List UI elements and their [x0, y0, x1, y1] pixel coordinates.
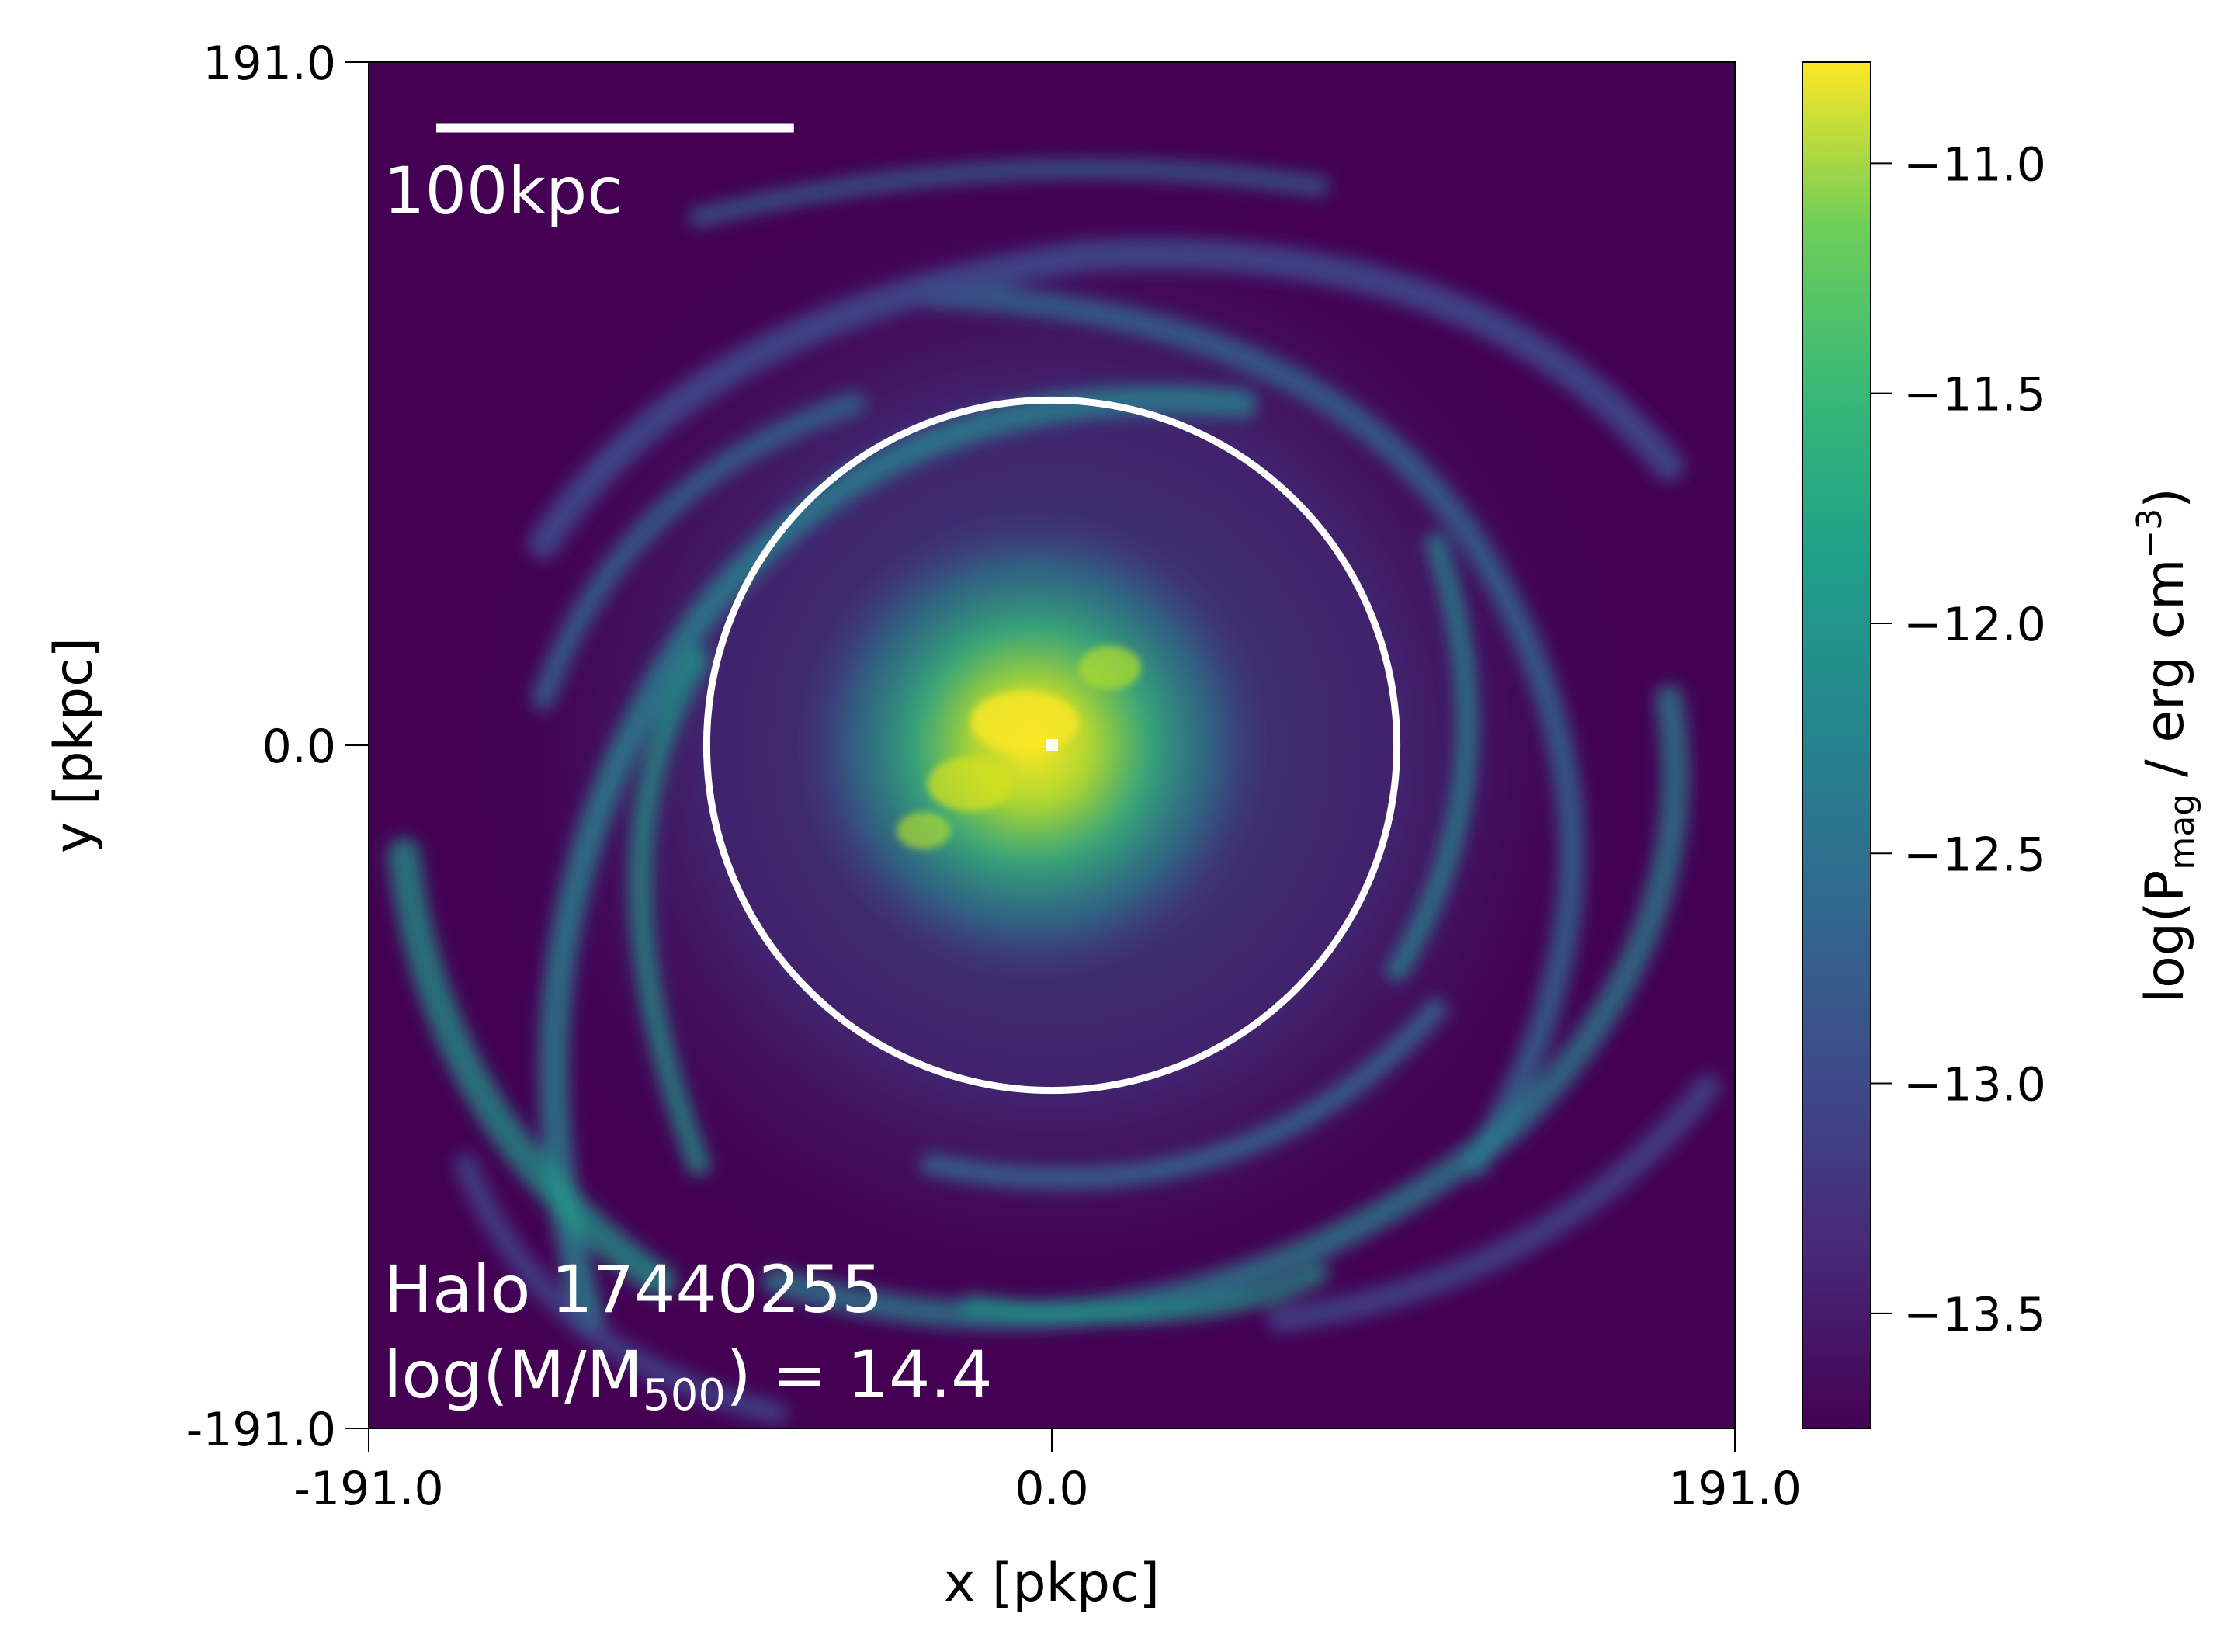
scale-bar-label: 100kpc — [383, 153, 623, 229]
mass-label: log(M/M500) = 14.4 — [383, 1337, 993, 1421]
x-tick-label: -191.0 — [293, 1462, 443, 1516]
x-axis-label: x [pkpc] — [944, 1553, 1160, 1614]
y-tick-label: 0.0 — [262, 720, 336, 774]
center-marker — [1046, 739, 1058, 751]
heatmap-image — [369, 62, 1735, 1428]
colorbar-tick-label: −13.5 — [1903, 1288, 2046, 1342]
core-bright-knots — [897, 646, 1141, 849]
r500-circle — [702, 396, 1401, 1095]
x-tick-label: 191.0 — [1668, 1462, 1802, 1516]
y-tick-label: -191.0 — [186, 1403, 336, 1457]
x-tick-label: 0.0 — [1015, 1462, 1088, 1516]
colorbar-tick-label: −13.0 — [1903, 1058, 2046, 1112]
colorbar-tick-label: −12.0 — [1903, 598, 2046, 652]
y-tick-label: 191.0 — [203, 36, 336, 91]
halo-label: Halo 17440255 — [383, 1251, 883, 1328]
x-axis-ticks: -191.0 0.0 191.0 — [293, 1428, 1802, 1516]
colorbar-tick-label: −11.5 — [1903, 368, 2046, 422]
colorbar-ticks: −11.0 −11.5 −12.0 −12.5 −13.0 −13.5 — [1871, 137, 2046, 1342]
colorbar — [1802, 61, 1871, 1429]
y-axis-label: y [pkpc] — [43, 637, 105, 853]
annotations: 100kpc Halo 17440255 log(M/M500) = 14.4 — [383, 123, 1401, 1421]
y-axis-ticks: -191.0 0.0 191.0 — [186, 36, 369, 1457]
spiral-filaments — [387, 158, 1721, 1425]
colorbar-label: log(Pmag / erg cm−3) — [2130, 488, 2202, 1003]
colorbar-tick-label: −11.0 — [1903, 137, 2046, 192]
colorbar-tick-label: −12.5 — [1903, 828, 2046, 882]
